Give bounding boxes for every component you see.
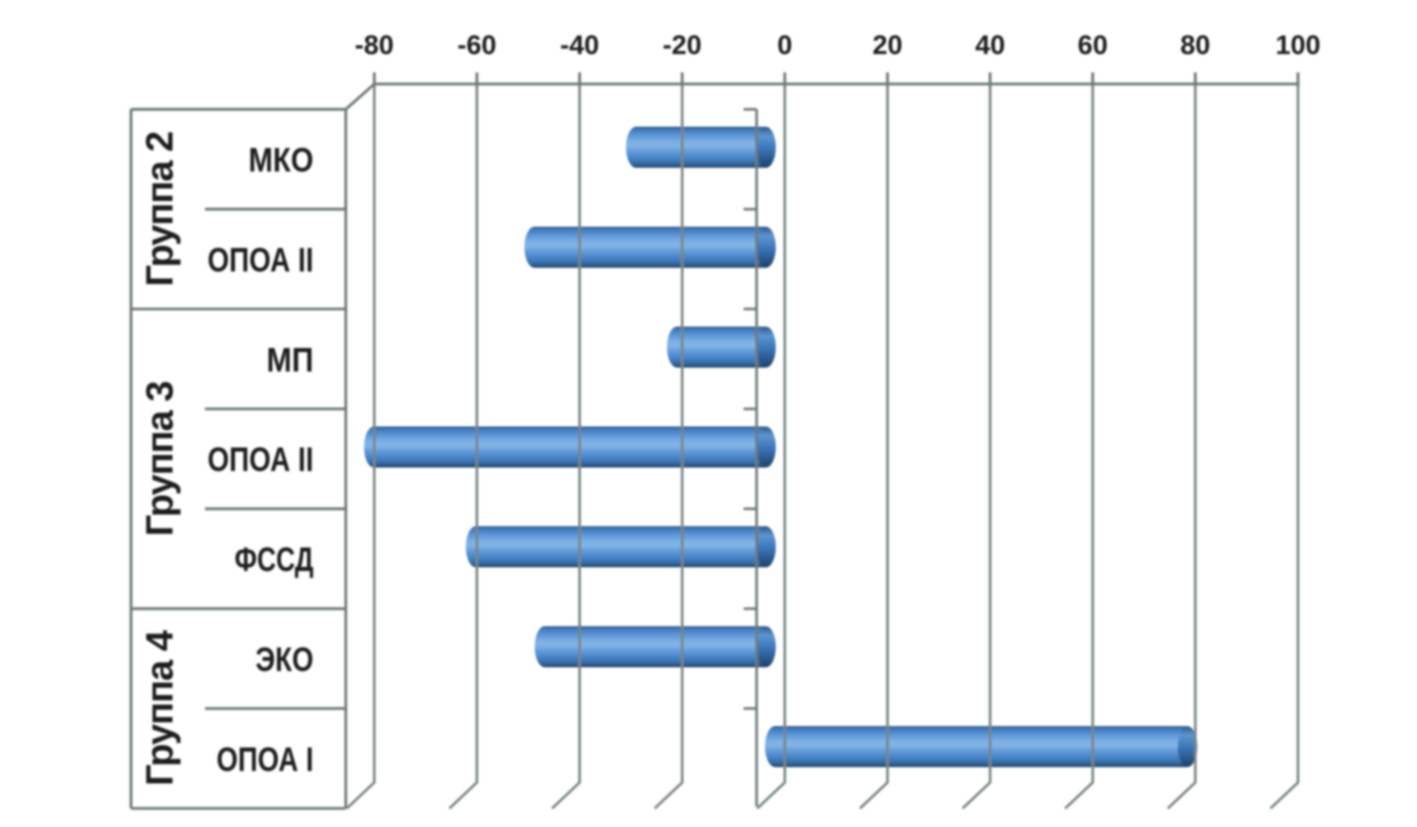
svg-text:ОПОА II: ОПОА II [208, 241, 314, 279]
svg-text:40: 40 [975, 30, 1005, 60]
svg-text:ФССД: ФССД [235, 541, 314, 579]
svg-text:60: 60 [1078, 30, 1108, 60]
svg-text:100: 100 [1275, 30, 1320, 60]
svg-text:-60: -60 [457, 30, 496, 60]
svg-text:-40: -40 [560, 30, 599, 60]
svg-text:Группа 3: Группа 3 [140, 382, 182, 537]
svg-text:ЭКО: ЭКО [256, 641, 314, 679]
svg-text:-20: -20 [663, 30, 702, 60]
svg-text:0: 0 [777, 30, 792, 60]
svg-text:20: 20 [872, 30, 902, 60]
svg-text:80: 80 [1180, 30, 1210, 60]
svg-text:МКО: МКО [249, 142, 314, 180]
svg-text:-80: -80 [355, 30, 394, 60]
svg-text:МП: МП [267, 341, 314, 379]
svg-text:ОПОА I: ОПОА I [217, 741, 314, 779]
svg-text:Группа 2: Группа 2 [140, 132, 182, 287]
svg-text:Группа 4: Группа 4 [140, 630, 182, 786]
svg-text:ОПОА II: ОПОА II [208, 441, 314, 479]
